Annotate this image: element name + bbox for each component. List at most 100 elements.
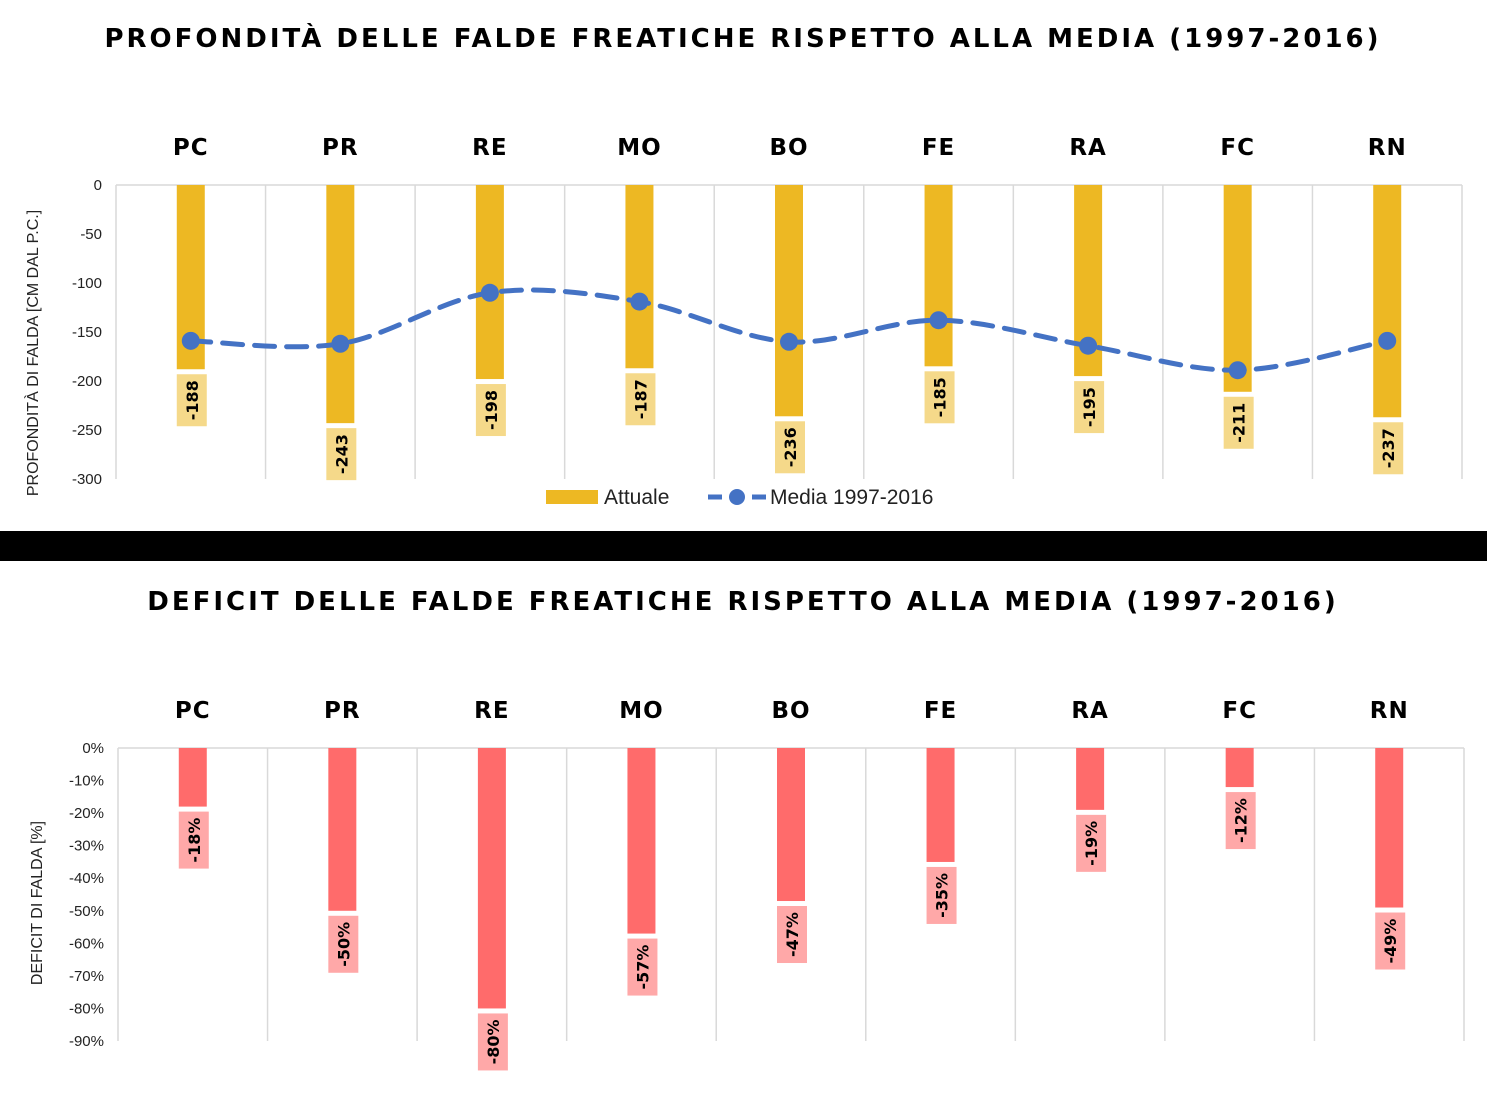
- data-label-box: [1375, 912, 1406, 970]
- legend: Attuale Media 1997-2016: [546, 486, 933, 509]
- line-series-media: [181, 283, 1397, 380]
- bar: [477, 748, 506, 1009]
- bar: [1225, 748, 1254, 788]
- data-label-box: [475, 384, 506, 437]
- data-label: -188: [183, 380, 202, 420]
- category-label: RE: [474, 698, 509, 724]
- category-label: FC: [1220, 135, 1255, 161]
- category-label: RN: [1370, 698, 1409, 724]
- category-label: BO: [771, 698, 810, 724]
- data-label: -18%: [185, 818, 204, 863]
- data-label: -243: [332, 434, 351, 474]
- category-label: PC: [173, 135, 209, 161]
- data-label: -236: [781, 427, 800, 467]
- chart-title: DEFICIT DELLE FALDE FREATICHE RISPETTO A…: [147, 587, 1338, 617]
- category-labels: PC PR RE MO BO FE RA FC RN: [173, 135, 1406, 161]
- chart-title: PROFONDITÀ DELLE FALDE FREATICHE RISPETT…: [104, 22, 1381, 54]
- bar: [924, 185, 953, 367]
- data-label-box: [178, 811, 209, 869]
- data-label: -195: [1080, 387, 1099, 427]
- data-label: -12%: [1232, 798, 1251, 843]
- line-marker: [181, 331, 200, 350]
- category-label: FC: [1222, 698, 1257, 724]
- legend-label-media: Media 1997-2016: [770, 486, 933, 509]
- legend-swatch-attuale: [546, 490, 598, 504]
- data-label-box: [328, 915, 359, 973]
- bar: [1375, 748, 1404, 908]
- data-label-box: [775, 421, 805, 474]
- data-label-box: [1076, 814, 1107, 872]
- bar: [1223, 185, 1252, 392]
- category-label: FE: [924, 698, 957, 724]
- line-marker: [780, 332, 798, 351]
- data-label-box: [777, 906, 807, 964]
- bar: [777, 748, 805, 902]
- data-label-box: [1373, 422, 1404, 475]
- data-label: -185: [931, 377, 950, 417]
- legend-label-attuale: Attuale: [604, 486, 669, 509]
- data-label-box: [176, 374, 207, 427]
- category-label: MO: [617, 135, 661, 161]
- line-marker: [480, 283, 499, 302]
- y-axis-title: PROFONDITÀ DI FALDA [CM DAL P.C.]: [23, 210, 42, 496]
- data-label-box: [627, 938, 658, 996]
- category-label: PC: [175, 698, 211, 724]
- data-labels: -18% -50% -80% -57% -47% -35% -19% -12% -49%: [178, 792, 1406, 1071]
- bar: [328, 748, 357, 911]
- data-labels: -188 -243 -198 -187 -236 -185 -195 -211 -237: [176, 371, 1404, 481]
- data-label-box: [924, 371, 955, 424]
- category-label: MO: [619, 698, 663, 724]
- legend-swatch-media-marker: [729, 489, 745, 505]
- y-tick-label: -20%: [69, 805, 104, 822]
- y-tick-label: -50%: [69, 903, 104, 920]
- bar-series-deficit: [178, 748, 1404, 1009]
- bar: [326, 185, 355, 424]
- category-label: FE: [922, 135, 955, 161]
- data-label: -49%: [1381, 919, 1400, 964]
- y-tick-label: -80%: [69, 1000, 104, 1017]
- data-label-box: [477, 1013, 508, 1071]
- y-tick-label: -300: [72, 471, 102, 488]
- data-label-box: [1223, 396, 1254, 449]
- bar: [627, 748, 656, 934]
- category-label: PR: [324, 698, 361, 724]
- y-tick-label: -150: [72, 324, 102, 341]
- deficit-chart: DEFICIT DELLE FALDE FREATICHE RISPETTO A…: [29, 587, 1465, 1071]
- data-label: -50%: [334, 922, 353, 967]
- data-label: -80%: [484, 1019, 503, 1064]
- bar-series-attuale: [176, 185, 1402, 424]
- data-label: -47%: [783, 912, 802, 957]
- data-label-box: [1074, 381, 1105, 434]
- data-label: -35%: [933, 873, 952, 918]
- data-label: -187: [631, 379, 650, 419]
- depth-chart: PROFONDITÀ DELLE FALDE FREATICHE RISPETT…: [23, 22, 1463, 509]
- y-tick-label: -70%: [69, 968, 104, 985]
- data-label-box: [326, 428, 357, 481]
- y-tick-label: 0%: [82, 740, 104, 757]
- y-tick-label: -30%: [69, 838, 104, 855]
- line-marker: [1228, 361, 1247, 380]
- data-label: -198: [482, 390, 501, 430]
- bar: [625, 185, 654, 369]
- y-axis-title: DEFICIT DI FALDA [%]: [29, 821, 46, 985]
- category-label: RA: [1071, 698, 1109, 724]
- y-tick-label: -50: [80, 226, 102, 243]
- line-marker: [1378, 331, 1397, 350]
- y-axis-ticks: 0 -50 -100 -150 -200 -250 -300: [72, 177, 102, 488]
- line-marker: [1079, 336, 1098, 355]
- y-tick-label: -90%: [69, 1033, 104, 1050]
- data-label-box: [926, 866, 957, 924]
- data-label: -57%: [633, 945, 652, 990]
- data-label: -237: [1379, 428, 1398, 468]
- line-marker: [331, 334, 350, 353]
- y-tick-label: -40%: [69, 870, 104, 887]
- y-tick-label: 0: [94, 177, 102, 194]
- y-axis-ticks: 0% -10% -20% -30% -40% -50% -60% -70% -80% -90%: [69, 740, 104, 1050]
- category-label: RA: [1069, 135, 1107, 161]
- divider-band: [0, 531, 1487, 561]
- data-label-box: [1225, 792, 1256, 850]
- y-tick-label: -250: [72, 422, 102, 439]
- data-label: -211: [1230, 403, 1249, 443]
- y-tick-label: -10%: [69, 773, 104, 790]
